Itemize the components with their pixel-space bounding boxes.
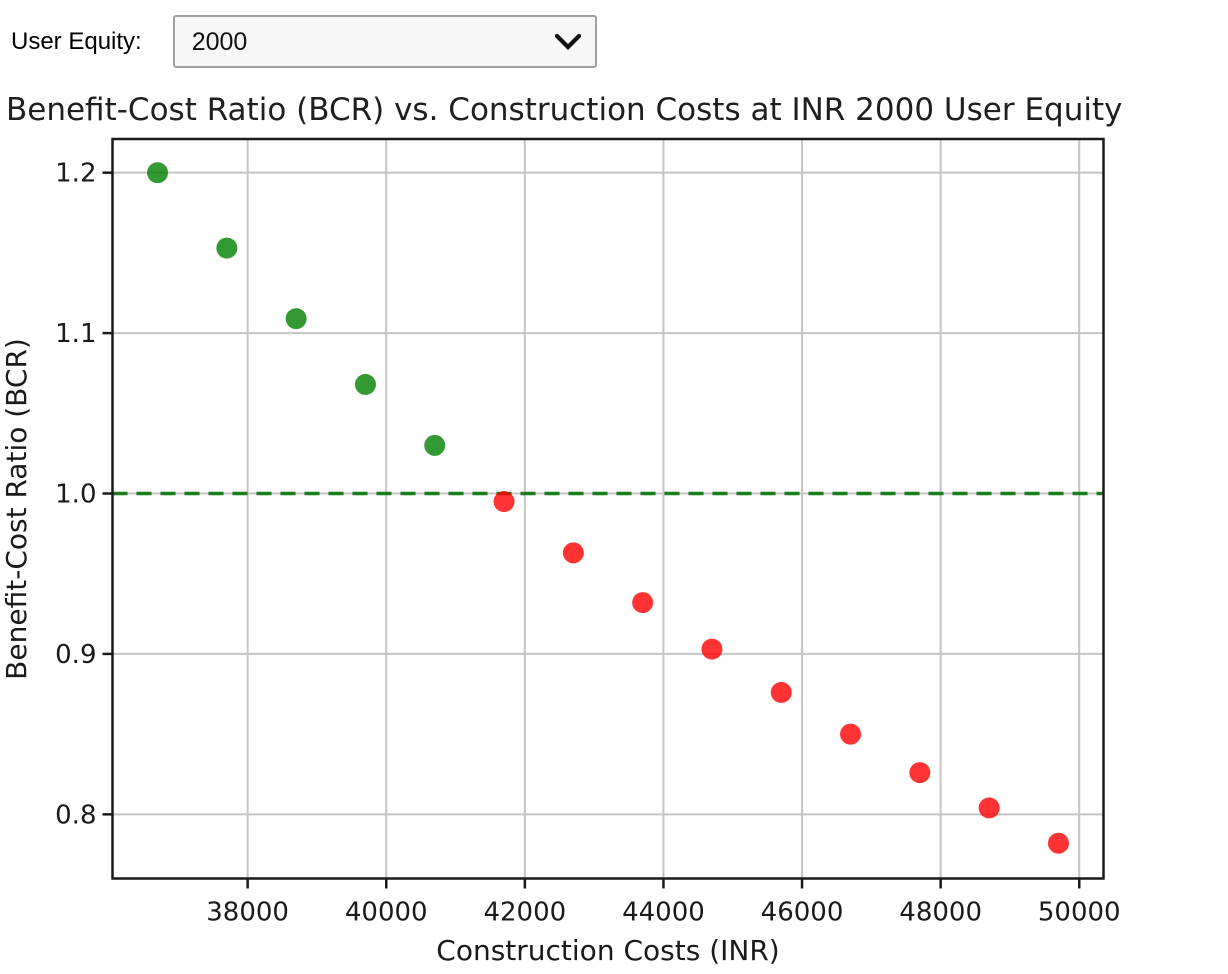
user-equity-label: User Equity: — [11, 27, 142, 55]
data-point — [285, 308, 307, 330]
y-tick-label: 0.8 — [55, 800, 96, 830]
data-point — [216, 237, 238, 259]
x-axis-label: Construction Costs (INR) — [436, 934, 779, 967]
y-tick-label: 1.0 — [55, 480, 96, 510]
x-tick-label: 44000 — [622, 898, 705, 928]
y-axis-label: Benefit-Cost Ratio (BCR) — [0, 338, 33, 680]
y-tick-label: 1.2 — [55, 159, 96, 189]
data-point — [493, 491, 515, 513]
user-equity-select[interactable]: 2000 — [172, 15, 597, 68]
plot-area: 38000 40000 42000 44000 46000 48000 50000 0.8 0.… — [55, 137, 1121, 928]
data-point — [562, 542, 584, 564]
data-point — [909, 762, 931, 784]
plot-frame — [111, 137, 1105, 880]
data-point — [1047, 832, 1069, 854]
data-point — [770, 681, 792, 703]
user-equity-select-wrap: 2000 — [172, 15, 597, 68]
x-tick-label: 38000 — [206, 898, 289, 928]
data-point — [147, 162, 169, 184]
data-point — [354, 373, 376, 395]
chart-title: Benefit-Cost Ratio (BCR) vs. Constructio… — [6, 92, 1122, 128]
data-point — [632, 592, 654, 614]
data-point — [701, 638, 723, 660]
data-point — [424, 434, 446, 456]
x-tick-label: 40000 — [345, 898, 428, 928]
x-tick-label: 46000 — [761, 898, 844, 928]
data-point — [840, 723, 862, 745]
y-tick-label: 0.9 — [55, 640, 96, 670]
x-tick-label: 48000 — [899, 898, 982, 928]
user-equity-control: User Equity: 2000 — [11, 15, 597, 68]
data-point — [978, 797, 1000, 819]
x-tick-label: 50000 — [1038, 898, 1121, 928]
x-tick-label: 42000 — [483, 898, 566, 928]
y-tick-label: 1.1 — [55, 319, 96, 349]
